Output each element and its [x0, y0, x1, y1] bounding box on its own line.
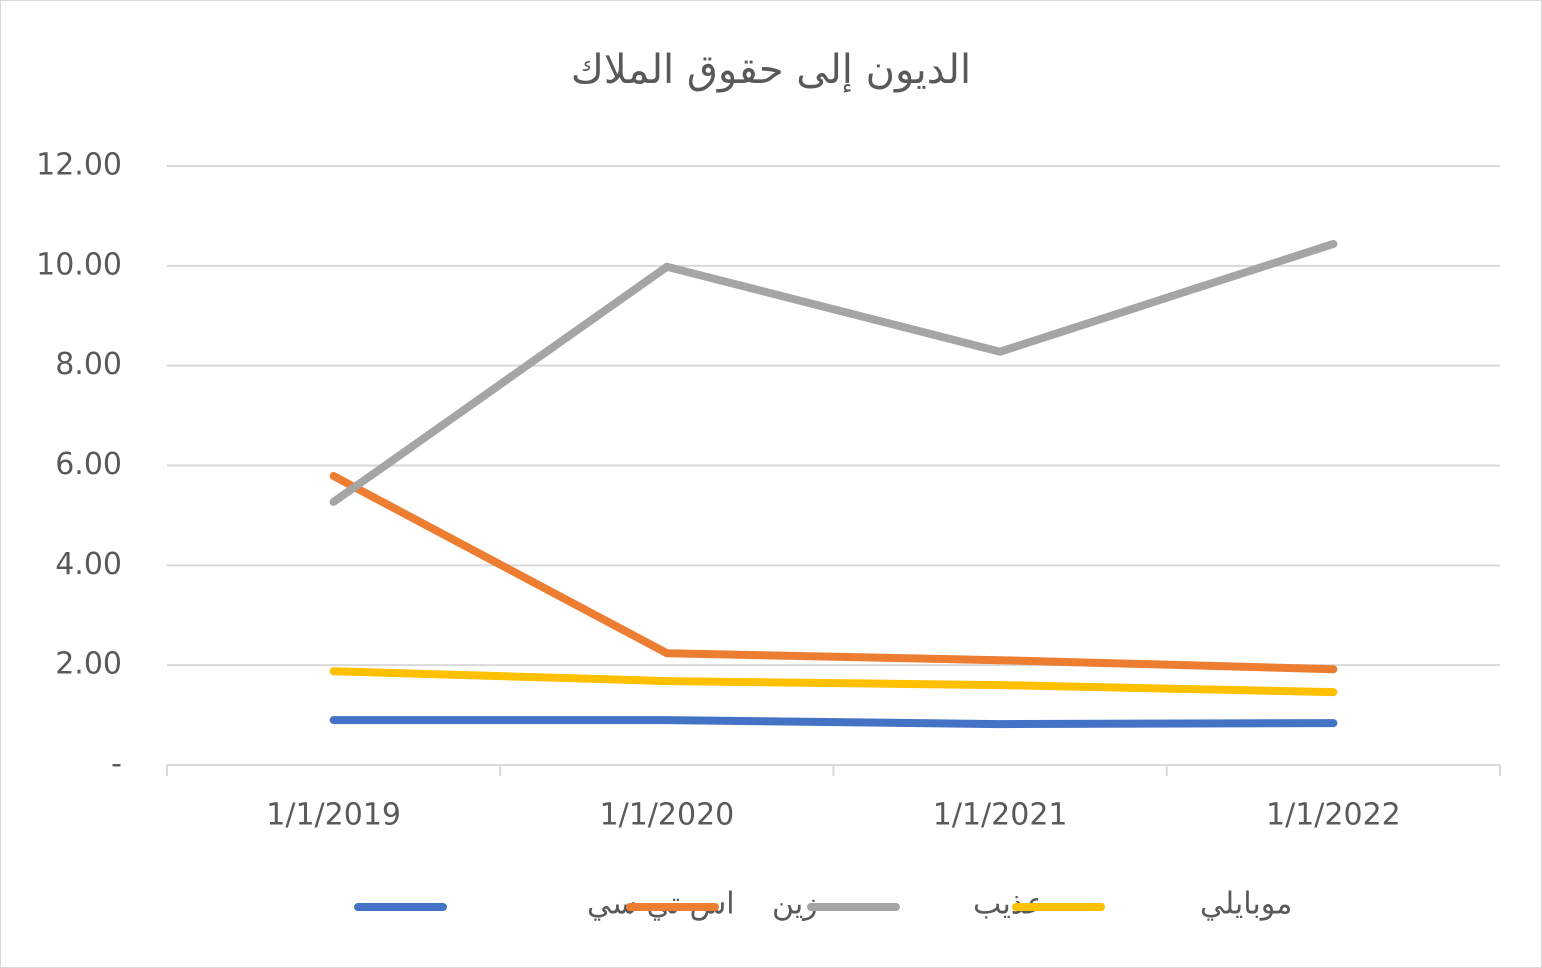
y-tick-label: 6.00 — [55, 447, 122, 482]
x-tick-label: 1/1/2022 — [1266, 798, 1401, 833]
y-tick-label: 4.00 — [55, 547, 122, 582]
series-line — [329, 472, 1338, 674]
y-tick-label: 2.00 — [55, 647, 122, 682]
series-line — [329, 667, 1338, 697]
series-line — [329, 239, 1338, 506]
chart-title: الديون إلى حقوق الملاك — [571, 47, 971, 93]
x-tick-label: 1/1/2020 — [600, 798, 735, 833]
y-tick-label: 8.00 — [55, 347, 122, 382]
y-tick-label: 12.00 — [36, 148, 122, 183]
series-line — [329, 716, 1338, 729]
y-tick-label: 10.00 — [36, 247, 122, 282]
legend-label: موبايلي — [1200, 887, 1292, 922]
y-tick-label: - — [111, 747, 122, 782]
x-tick-label: 1/1/2019 — [266, 798, 401, 833]
x-tick-label: 1/1/2021 — [933, 798, 1068, 833]
